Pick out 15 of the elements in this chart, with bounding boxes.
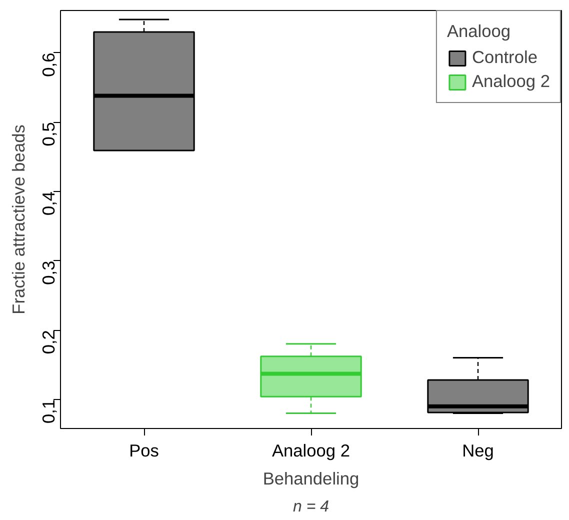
y-axis-title: Fractie attractieve beads	[8, 124, 28, 314]
legend-label: Controle	[472, 47, 538, 68]
x-axis-title: Behandeling	[262, 468, 360, 488]
y-tick-label: 0,6	[38, 52, 58, 77]
y-tick-label: 0,2	[38, 330, 58, 354]
x-tick-label: Analoog 2	[272, 440, 350, 460]
y-tick-label: 0,5	[38, 122, 58, 146]
legend-title: Analoog	[446, 21, 512, 42]
y-tick-label: 0,1	[38, 399, 58, 424]
text: n = 4	[292, 498, 330, 516]
x-tick-label: Pos	[129, 440, 160, 460]
y-tick-label: 0,4	[38, 191, 58, 216]
x-tick-label: Neg	[462, 440, 494, 460]
legend-label: Analoog 2	[472, 71, 550, 92]
y-tick-label: 0,3	[38, 260, 58, 285]
